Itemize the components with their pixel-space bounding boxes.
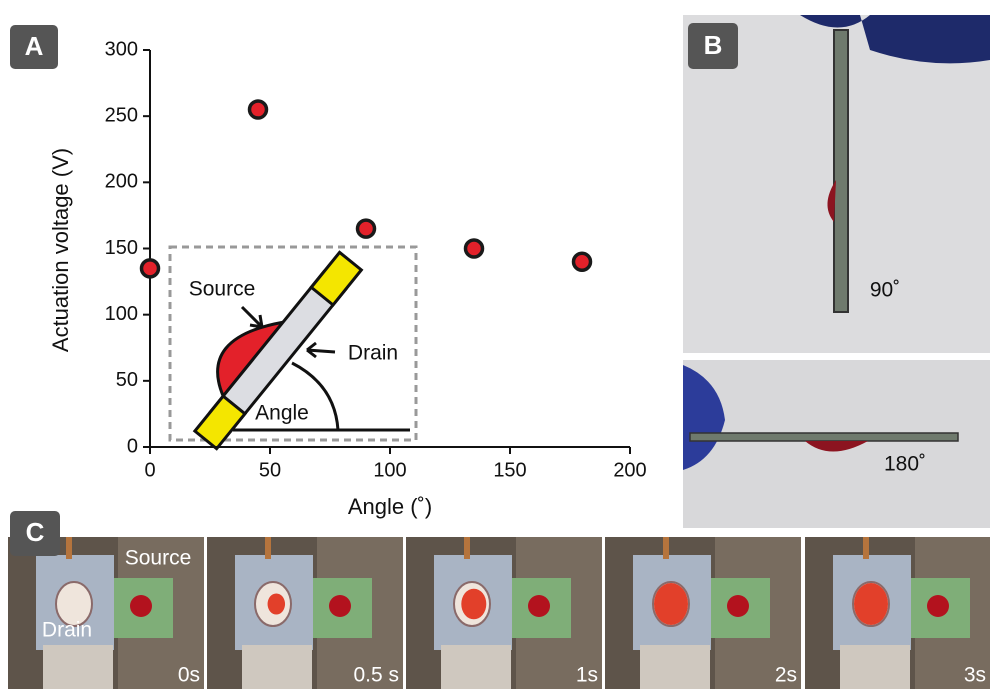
photo-label: Drain (42, 619, 92, 642)
panel-label: C (26, 517, 45, 547)
y-tick-label: 250 (105, 104, 138, 126)
inset-label: Drain (348, 342, 398, 365)
photo-label: Source (125, 547, 192, 570)
x-tick-label: 50 (259, 459, 281, 481)
inset-label: Angle (255, 402, 309, 425)
photo-label: 90˚ (870, 279, 900, 302)
red-dot (528, 595, 550, 617)
plot: 0 50 100 150 200 250 300 0 50 100 150 200 (105, 38, 647, 481)
probe (464, 537, 470, 559)
arrow (242, 307, 262, 327)
time-label: 0s (178, 664, 200, 687)
red-dot (927, 595, 949, 617)
x-tick-label: 150 (493, 459, 526, 481)
droplet (854, 583, 888, 625)
droplet (461, 589, 486, 620)
red-dot (329, 595, 351, 617)
figure: A Angle (˚) Actuation voltage (V) Source… (0, 0, 990, 689)
y-tick-label: 200 (105, 171, 138, 193)
strip (834, 30, 848, 312)
x-tick-label: 100 (373, 459, 406, 481)
data-point (250, 101, 267, 118)
probe (265, 537, 271, 559)
inset-diagram: Source Drain Angle (170, 235, 416, 449)
arrow (307, 343, 335, 357)
strip (690, 433, 958, 441)
probe (663, 537, 669, 559)
mesh (640, 645, 710, 689)
data-point (142, 260, 159, 277)
data-point (574, 253, 591, 270)
inset-label: Source (189, 278, 256, 301)
red-dot (130, 595, 152, 617)
photo-label: 180˚ (884, 453, 926, 476)
time-label: 0.5 s (353, 664, 399, 687)
y-axis-label: Actuation voltage (V) (48, 148, 73, 352)
mesh (441, 645, 511, 689)
time-label: 3s (964, 664, 986, 687)
probe (66, 537, 72, 559)
x-tick-label: 200 (613, 459, 646, 481)
mesh (242, 645, 312, 689)
x-tick-label: 0 (144, 459, 155, 481)
time-label: 2s (775, 664, 797, 687)
mesh (43, 645, 113, 689)
panel-label: A (25, 31, 44, 61)
x-axis-label: Angle (˚) (348, 494, 432, 519)
mesh (840, 645, 910, 689)
data-point (358, 220, 375, 237)
y-tick-label: 50 (116, 369, 138, 391)
droplet (654, 583, 688, 625)
droplet (268, 593, 286, 614)
y-tick-label: 300 (105, 38, 138, 60)
probe (863, 537, 869, 559)
panel-label: B (704, 30, 723, 60)
data-point (466, 240, 483, 257)
y-tick-label: 100 (105, 303, 138, 325)
y-tick-label: 150 (105, 237, 138, 259)
red-dot (727, 595, 749, 617)
time-label: 1s (576, 664, 598, 687)
y-tick-label: 0 (127, 435, 138, 457)
